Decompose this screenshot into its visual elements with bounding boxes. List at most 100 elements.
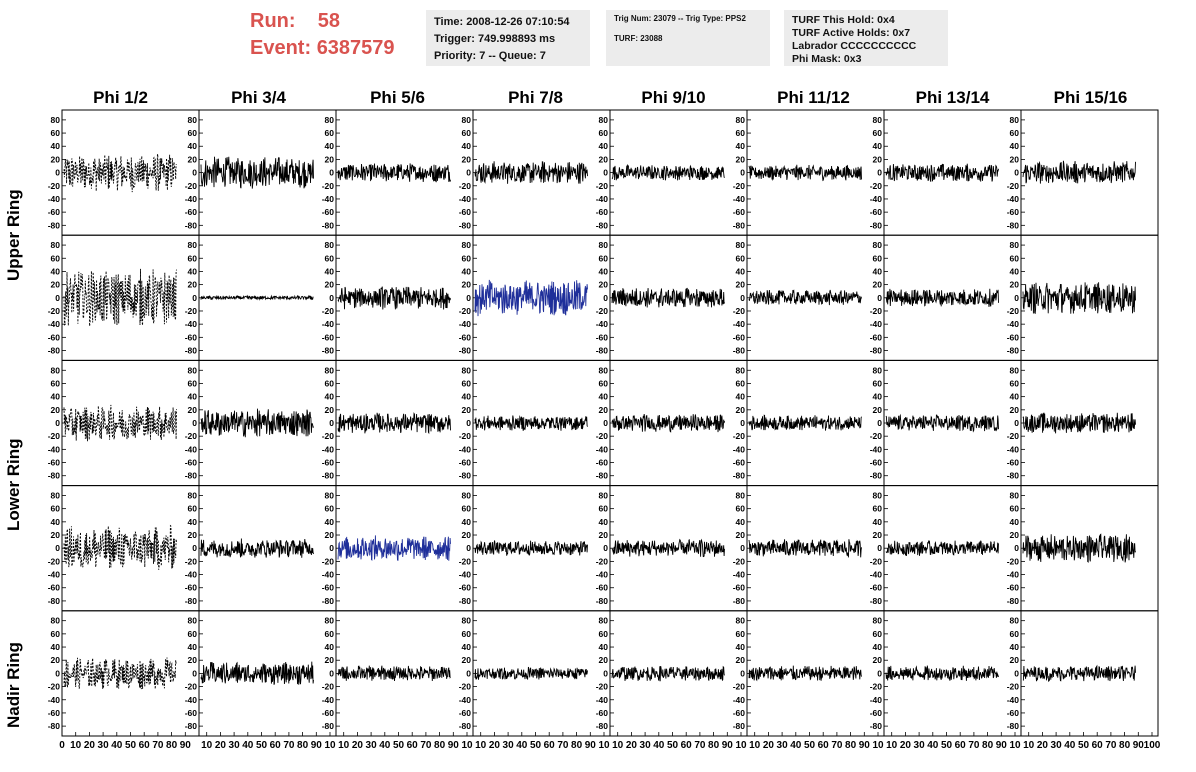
- y-tick-label: 20: [1010, 655, 1020, 665]
- waveform-trace: [474, 279, 588, 317]
- y-tick-label: 80: [873, 365, 883, 375]
- y-tick-label: -60: [596, 708, 609, 718]
- y-tick-label: 20: [325, 154, 335, 164]
- run-event-box: Run: 58 Event: 6387579: [250, 8, 395, 62]
- y-tick-label: -40: [322, 570, 335, 580]
- waveform-trace: [1022, 412, 1136, 434]
- y-tick-label: -40: [459, 695, 472, 705]
- y-tick-label: -20: [48, 556, 61, 566]
- y-tick-label: 80: [599, 490, 609, 500]
- y-tick-label: 0: [1014, 168, 1019, 178]
- y-tick-label: 0: [55, 418, 60, 428]
- y-tick-label: -20: [596, 181, 609, 191]
- y-tick-label: 40: [462, 392, 472, 402]
- x-tick-label: 20: [215, 740, 227, 751]
- y-tick-label: 40: [599, 642, 609, 652]
- y-tick-label: -40: [596, 695, 609, 705]
- x-tick-label: 40: [242, 740, 254, 751]
- y-tick-label: 80: [736, 616, 746, 626]
- y-tick-label: -20: [185, 306, 198, 316]
- x-tick-label: 50: [256, 740, 268, 751]
- y-tick-label: 60: [599, 253, 609, 263]
- x-tick-label: 30: [229, 740, 241, 751]
- y-tick-label: -80: [48, 220, 61, 230]
- y-tick-label: 40: [736, 141, 746, 151]
- y-tick-label: -40: [596, 194, 609, 204]
- y-tick-label: 80: [736, 490, 746, 500]
- x-tick-label: 10: [886, 740, 898, 751]
- y-tick-label: 60: [188, 253, 198, 263]
- waveform-trace: [611, 665, 725, 682]
- x-tick-label: 20: [84, 740, 96, 751]
- y-tick-label: 60: [51, 253, 61, 263]
- y-tick-label: 0: [192, 543, 197, 553]
- y-tick-label: -20: [1007, 306, 1020, 316]
- waveform-trace: [337, 163, 451, 183]
- x-tick-label: 100: [1144, 740, 1161, 751]
- y-tick-label: 60: [188, 128, 198, 138]
- y-tick-label: 80: [462, 490, 472, 500]
- x-tick-label: 60: [818, 740, 830, 751]
- y-tick-label: 40: [462, 642, 472, 652]
- y-tick-label: -60: [733, 332, 746, 342]
- turf-hold-line: TURF This Hold: 0x4: [792, 14, 895, 26]
- y-tick-label: -20: [870, 306, 883, 316]
- x-tick-label: 10: [598, 740, 610, 751]
- x-tick-label: 50: [1078, 740, 1090, 751]
- y-tick-label: 80: [325, 365, 335, 375]
- y-tick-label: 20: [1010, 530, 1020, 540]
- x-tick-label: 10: [749, 740, 761, 751]
- y-tick-label: 80: [599, 240, 609, 250]
- y-tick-label: 20: [462, 280, 472, 290]
- column-header-phi-9-10: Phi 9/10: [641, 88, 706, 107]
- y-tick-label: 20: [736, 154, 746, 164]
- y-tick-label: 40: [599, 266, 609, 276]
- column-header-phi-13-14: Phi 13/14: [915, 88, 990, 107]
- y-tick-label: 20: [462, 405, 472, 415]
- waveform-trace: [885, 539, 999, 557]
- y-tick-label: -20: [322, 556, 335, 566]
- y-tick-label: 40: [51, 642, 61, 652]
- y-tick-label: -20: [185, 682, 198, 692]
- y-tick-label: 60: [736, 253, 746, 263]
- y-tick-label: -60: [596, 458, 609, 468]
- x-tick-label: 30: [366, 740, 378, 751]
- y-tick-label: -60: [48, 332, 61, 342]
- y-tick-label: -20: [1007, 431, 1020, 441]
- y-tick-label: -40: [322, 695, 335, 705]
- y-tick-label: -80: [322, 721, 335, 731]
- y-tick-label: -20: [1007, 556, 1020, 566]
- x-tick-label: 10: [70, 740, 82, 751]
- y-tick-label: -80: [459, 220, 472, 230]
- y-tick-label: -40: [1007, 444, 1020, 454]
- column-header-phi-3-4: Phi 3/4: [231, 88, 286, 107]
- y-tick-label: 0: [192, 418, 197, 428]
- y-tick-label: 40: [462, 517, 472, 527]
- y-tick-label: 0: [329, 668, 334, 678]
- x-tick-label: 70: [152, 740, 164, 751]
- y-tick-label: -40: [870, 570, 883, 580]
- y-tick-label: -20: [48, 431, 61, 441]
- x-tick-label: 20: [489, 740, 501, 751]
- y-tick-label: -80: [459, 346, 472, 356]
- y-tick-label: -80: [48, 721, 61, 731]
- x-tick-label: 30: [98, 740, 110, 751]
- y-tick-label: 20: [873, 655, 883, 665]
- y-tick-label: 80: [188, 490, 198, 500]
- y-tick-label: 40: [188, 392, 198, 402]
- y-tick-label: -60: [870, 583, 883, 593]
- y-tick-label: -40: [1007, 319, 1020, 329]
- y-tick-label: -80: [596, 471, 609, 481]
- y-tick-label: -60: [48, 458, 61, 468]
- x-tick-label: 60: [955, 740, 967, 751]
- y-tick-label: 40: [1010, 266, 1020, 276]
- x-tick-label: 30: [640, 740, 652, 751]
- y-tick-label: 0: [1014, 668, 1019, 678]
- y-tick-label: -80: [185, 346, 198, 356]
- y-tick-label: -60: [185, 207, 198, 217]
- x-tick-label: 90: [859, 740, 871, 751]
- waveform-trace: [748, 289, 862, 306]
- y-tick-label: -20: [733, 431, 746, 441]
- y-tick-label: 40: [51, 517, 61, 527]
- y-tick-label: -60: [185, 458, 198, 468]
